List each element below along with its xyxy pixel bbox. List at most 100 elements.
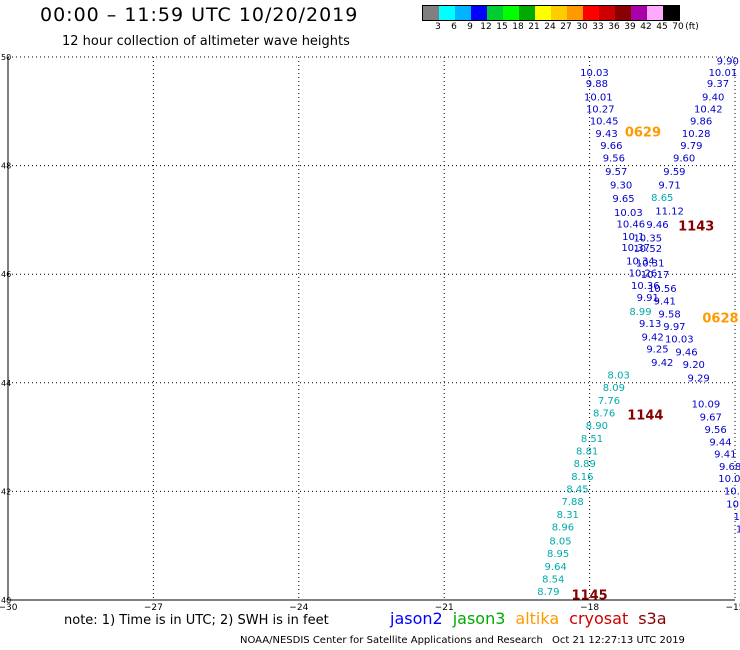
colorbar-label: 24: [544, 22, 556, 32]
wave-height-label: 10.1: [622, 232, 644, 243]
colorbar-label: 12: [480, 22, 492, 32]
wave-height-label: 9.86: [690, 117, 712, 128]
wave-height-label: 10: [733, 512, 740, 523]
wave-height-label: 8.96: [552, 523, 574, 534]
y-tick-label: 44: [1, 379, 11, 388]
satellite-legend: jason2 jason3 altika cryosat s3a: [390, 609, 677, 628]
wave-height-label: 10.03: [614, 208, 643, 219]
colorbar-label: 33: [592, 22, 604, 32]
wave-height-label: 10.37: [621, 243, 650, 254]
wave-height-label: 9.57: [605, 167, 627, 178]
colorbar-label: 42: [640, 22, 652, 32]
wave-height-label: 9.65: [612, 194, 634, 205]
colorbar-label: 27: [560, 22, 572, 32]
wave-height-label: 9.29: [688, 373, 710, 384]
wave-height-label: 8.31: [557, 510, 579, 521]
colorbar-swatch: [519, 6, 535, 20]
colorbar-swatch: [663, 6, 679, 20]
colorbar-swatch: [487, 6, 503, 20]
wave-height-label: 9.43: [595, 129, 617, 140]
colorbar-label: 9: [467, 22, 473, 32]
legend-entry-cryosat: cryosat: [569, 609, 629, 628]
pass-time-label: 1143: [678, 219, 714, 234]
wave-height-label: 9.88: [586, 79, 608, 90]
legend-entry-jason3: jason3: [452, 609, 506, 628]
pass-time-label: 0628: [702, 312, 738, 327]
colorbar-swatch: [535, 6, 551, 20]
colorbar-swatch: [567, 6, 583, 20]
x-tick-label: −24: [289, 603, 308, 613]
wave-height-label: 8.51: [581, 434, 603, 445]
wave-height-label: 9.46: [646, 220, 668, 231]
wave-height-label: 10.34: [626, 257, 655, 268]
pass-time-label: 1145: [572, 589, 608, 604]
colorbar-swatch: [551, 6, 567, 20]
wave-height-label: 8.90: [586, 421, 608, 432]
wave-height-label: 9.56: [704, 425, 726, 436]
wave-height-label: 10.27: [586, 105, 615, 116]
generated-timestamp: Oct 21 12:27:13 UTC 2019: [552, 635, 685, 646]
wave-height-label: 10.42: [694, 105, 723, 116]
x-tick-label: −21: [435, 603, 454, 613]
pass-time-label: 1144: [627, 408, 663, 423]
wave-height-label: 10.36: [631, 281, 660, 292]
y-tick-label: 46: [1, 270, 11, 279]
wave-height-label: 10.01: [709, 68, 738, 79]
colorbar-label: 45: [656, 22, 668, 32]
wave-height-label: 7.76: [598, 396, 620, 407]
y-tick-label: 48: [1, 162, 11, 171]
colorbar-label: 70: [672, 22, 684, 32]
plot-frame: [7, 57, 735, 601]
wave-height-label: 9.56: [603, 153, 625, 164]
chart-subtitle: 12 hour collection of altimeter wave hei…: [62, 34, 350, 49]
colorbar-label: 21: [528, 22, 540, 32]
wave-height-label: 9.97: [663, 322, 685, 333]
wave-height-label: 10.31: [636, 258, 665, 269]
wave-height-label: 10.45: [590, 117, 619, 128]
wave-height-label: 9.60: [673, 153, 695, 164]
wave-height-label: 10.52: [633, 244, 662, 255]
wave-height-label: 9.37: [707, 79, 729, 90]
x-tick-label: −27: [144, 603, 163, 613]
wave-height-label: 9.13: [639, 319, 661, 330]
footnote: note: 1) Time is in UTC; 2) SWH is in fe…: [64, 613, 329, 628]
wave-height-label: 10.0: [726, 499, 740, 510]
wave-height-label: 8.54: [542, 574, 564, 585]
wave-height-label: 9.44: [709, 437, 731, 448]
colorbar-swatch: [631, 6, 647, 20]
wave-height-label: 9.41: [714, 449, 736, 460]
colorbar-swatch: [423, 6, 439, 20]
colorbar-label: 3: [435, 22, 441, 32]
x-tick-label: −18: [580, 603, 599, 613]
colorbar-label: 36: [608, 22, 620, 32]
colorbar-swatch: [503, 6, 519, 20]
wave-height-label: 9.64: [545, 562, 567, 573]
legend-entry-jason2: jason2: [390, 609, 443, 628]
colorbar-label: 15: [496, 22, 508, 32]
wave-height-label: 9.30: [610, 181, 632, 192]
colorbar-label: 39: [624, 22, 636, 32]
wave-height-label: 9.66: [600, 141, 622, 152]
colorbar-swatch: [615, 6, 631, 20]
wave-height-label: 8.99: [629, 307, 651, 318]
wave-height-label: 9.71: [658, 181, 680, 192]
wave-height-label: 8.05: [549, 536, 571, 547]
wave-height-label: 9.90: [717, 56, 739, 67]
wave-height-label: 9.41: [654, 296, 676, 307]
colorbar-swatch: [647, 6, 663, 20]
wave-height-label: 10.1: [724, 486, 740, 497]
wave-height-label: 9.91: [637, 293, 659, 304]
x-tick-label: −15: [726, 603, 740, 613]
x-tick-label: −30: [0, 603, 18, 613]
wave-height-label: 10.03: [580, 68, 609, 79]
colorbar-swatch: [583, 6, 599, 20]
wave-height-label: 8.76: [593, 409, 615, 420]
colorbar-swatch: [471, 6, 487, 20]
legend-entry-altika: altika: [515, 609, 560, 628]
y-tick-label: 50: [1, 53, 11, 62]
data-labels: 10.039.8810.0110.2710.459.439.669.569.57…: [537, 56, 740, 598]
y-tick-label: 40: [1, 596, 11, 605]
colorbar-unit: (ft): [685, 22, 699, 32]
colorbar-labels: 3 6 9 12 15 18 21 24 27 30 33 36 39 42 45 70 (ft): [422, 22, 740, 34]
